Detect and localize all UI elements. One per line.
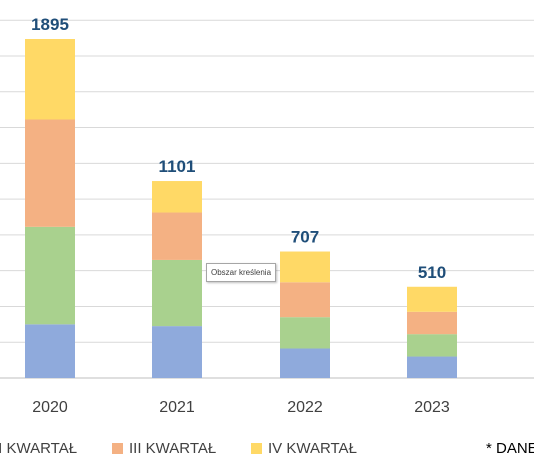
legend-swatch-q4 xyxy=(251,443,262,454)
total-label-2023: 510 xyxy=(418,263,446,282)
gridlines xyxy=(0,19,534,343)
plot-area-tooltip: Obszar kreślenia xyxy=(206,263,277,282)
legend-label-q3: III KWARTAŁ xyxy=(129,440,217,457)
bar-segment-2021-q1 xyxy=(152,326,202,378)
legend-item-q4: IV KWARTAŁ xyxy=(251,440,357,457)
legend-item-q3: III KWARTAŁ xyxy=(112,440,216,457)
footnote: * DANE xyxy=(486,440,534,457)
legend-item-q2: II KWARTAŁ xyxy=(0,440,77,457)
x-tick-2020: 2020 xyxy=(32,399,68,416)
bar-segment-2022-q2 xyxy=(280,317,330,349)
bar-segment-2023-q2 xyxy=(407,334,457,357)
bar-segment-2020-q2 xyxy=(25,226,75,325)
bars xyxy=(25,39,457,378)
x-tick-2021: 2021 xyxy=(159,399,195,416)
x-tick-2022: 2022 xyxy=(287,399,323,416)
bar-segment-2021-q4 xyxy=(152,181,202,213)
bar-segment-2020-q4 xyxy=(25,39,75,120)
bar-segment-2021-q3 xyxy=(152,212,202,260)
total-label-2020: 1895 xyxy=(31,15,69,34)
x-tick-labels: 2020 2021 2022 2023 xyxy=(32,399,450,416)
legend-swatch-q3 xyxy=(112,443,123,454)
bar-segment-2020-q3 xyxy=(25,119,75,227)
bar-segment-2023-q3 xyxy=(407,311,457,335)
legend-label-q2: II KWARTAŁ xyxy=(0,440,78,457)
bar-segment-2023-q1 xyxy=(407,356,457,378)
x-tick-2023: 2023 xyxy=(414,399,450,416)
total-labels: 1895 1101 707 510 xyxy=(31,15,446,282)
legend-label-q4: IV KWARTAŁ xyxy=(268,440,357,457)
total-label-2022: 707 xyxy=(291,228,319,247)
chart: 1895 1101 707 510 2020 2021 2022 2023 xyxy=(0,15,534,416)
bar-segment-2021-q2 xyxy=(152,259,202,327)
bar-segment-2022-q4 xyxy=(280,251,330,283)
bar-segment-2022-q3 xyxy=(280,282,330,318)
bar-segment-2022-q1 xyxy=(280,348,330,378)
bar-segment-2020-q1 xyxy=(25,324,75,378)
bar-segment-2023-q4 xyxy=(407,286,457,312)
total-label-2021: 1101 xyxy=(159,157,196,176)
